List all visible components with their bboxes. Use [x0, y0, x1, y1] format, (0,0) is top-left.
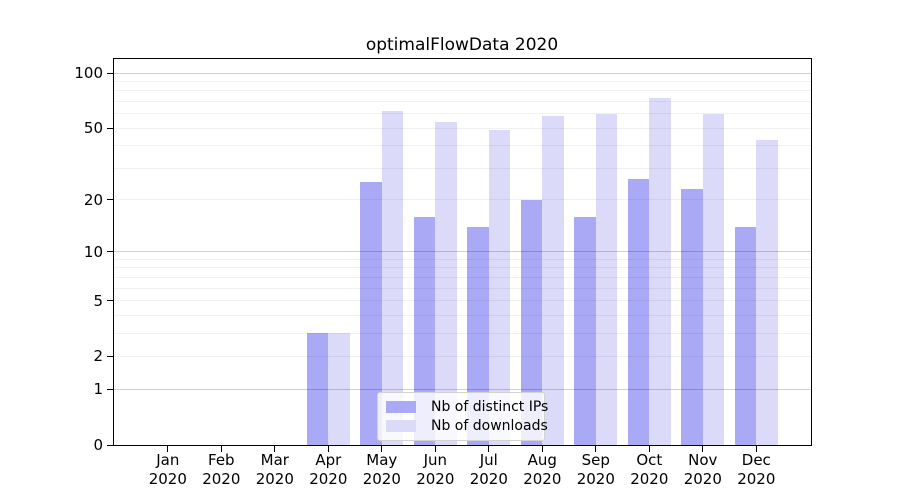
x-tick-dec-2020	[755, 446, 757, 452]
gridline-minor-y-70	[114, 100, 811, 102]
gridline-minor-y-7	[114, 276, 811, 278]
x-tick-label-sep-2020: Sep 2020	[576, 451, 615, 488]
legend-label-distinct-ips: Nb of distinct IPs	[431, 398, 549, 415]
gridline-minor-y-5	[114, 300, 811, 302]
gridline-minor-y-40	[114, 145, 811, 147]
legend-row-downloads: Nb of downloads	[378, 416, 548, 435]
gridline-minor-y-50	[114, 127, 811, 129]
legend-label-downloads: Nb of downloads	[431, 417, 548, 434]
x-tick-label-feb-2020: Feb 2020	[202, 451, 241, 488]
gridline-minor-y-60	[114, 113, 811, 115]
legend-swatch-distinct-ips	[386, 400, 416, 413]
gridline-major-y-100	[114, 72, 811, 74]
bar-nb-of-distinct-ips-nov-2020	[681, 188, 703, 445]
legend: Nb of distinct IPs Nb of downloads	[377, 392, 548, 441]
y-tick-label-10: 10	[83, 242, 103, 261]
x-tick-label-nov-2020: Nov 2020	[683, 451, 722, 488]
y-tick-label-2: 2	[93, 347, 103, 366]
x-tick-label-apr-2020: Apr 2020	[309, 451, 348, 488]
bar-nb-of-distinct-ips-aug-2020	[520, 199, 543, 445]
x-tick-label-mar-2020: Mar 2020	[255, 451, 294, 488]
y-tick-5	[107, 300, 114, 302]
bar-nb-of-distinct-ips-sep-2020	[574, 216, 596, 445]
y-tick-2	[107, 355, 114, 357]
legend-row-distinct-ips: Nb of distinct IPs	[378, 397, 548, 416]
y-tick-label-20: 20	[83, 190, 103, 209]
gridline-minor-y-9	[114, 258, 811, 260]
y-tick-10	[107, 251, 114, 253]
x-tick-label-may-2020: May 2020	[362, 451, 401, 488]
x-tick-feb-2020	[220, 446, 222, 452]
x-tick-apr-2020	[327, 446, 329, 452]
y-tick-label-5: 5	[93, 291, 103, 310]
bar-nb-of-downloads-sep-2020	[595, 113, 618, 445]
bar-nb-of-distinct-ips-jun-2020	[413, 216, 436, 445]
y-tick-20	[107, 199, 114, 201]
y-tick-label-1: 1	[93, 380, 103, 399]
x-tick-jul-2020	[488, 446, 490, 452]
gridline-major-y-10	[114, 251, 811, 253]
gridline-minor-y-6	[114, 287, 811, 289]
x-tick-label-jun-2020: Jun 2020	[416, 451, 455, 488]
x-tick-jun-2020	[434, 446, 436, 452]
bar-nb-of-downloads-may-2020	[381, 111, 404, 445]
gridline-minor-y-90	[114, 80, 811, 82]
bar-nb-of-distinct-ips-jul-2020	[467, 226, 489, 445]
chart-title: optimalFlowData 2020	[365, 35, 559, 55]
gridline-minor-y-4	[114, 314, 811, 316]
bar-nb-of-downloads-dec-2020	[756, 139, 778, 445]
y-tick-label-50: 50	[83, 119, 103, 138]
y-tick-label-0: 0	[93, 436, 103, 454]
bar-nb-of-downloads-aug-2020	[542, 116, 564, 445]
bar-nb-of-downloads-apr-2020	[328, 333, 350, 445]
x-tick-sep-2020	[595, 446, 597, 452]
y-tick-50	[107, 127, 114, 129]
x-tick-label-aug-2020: Aug 2020	[523, 451, 562, 488]
gridline-minor-y-2	[114, 355, 811, 357]
bar-nb-of-downloads-jul-2020	[488, 129, 511, 445]
bar-nb-of-distinct-ips-dec-2020	[734, 226, 757, 445]
x-tick-label-jan-2020: Jan 2020	[148, 451, 187, 488]
y-tick-label-100: 100	[74, 64, 103, 82]
plot-area	[113, 58, 812, 446]
gridline-minor-y-3	[114, 332, 811, 334]
gridline-minor-y-80	[114, 90, 811, 92]
y-tick-1	[107, 388, 114, 390]
x-tick-label-oct-2020: Oct 2020	[630, 451, 669, 488]
x-tick-label-dec-2020: Dec 2020	[737, 451, 776, 488]
bars-layer	[114, 59, 811, 445]
bar-nb-of-downloads-nov-2020	[702, 113, 725, 445]
bar-nb-of-distinct-ips-oct-2020	[627, 179, 650, 445]
x-tick-label-jul-2020: Jul 2020	[469, 451, 508, 488]
gridline-minor-y-30	[114, 167, 811, 169]
bar-nb-of-distinct-ips-apr-2020	[306, 333, 329, 445]
x-tick-may-2020	[381, 446, 383, 452]
x-tick-aug-2020	[541, 446, 543, 452]
bar-nb-of-downloads-jun-2020	[435, 122, 457, 445]
legend-swatch-downloads	[386, 419, 416, 432]
y-tick-100	[107, 72, 114, 74]
gridline-major-y-1	[114, 388, 811, 390]
y-tick-0	[107, 444, 114, 446]
gridline-minor-y-8	[114, 267, 811, 269]
x-tick-oct-2020	[648, 446, 650, 452]
x-tick-nov-2020	[702, 446, 704, 452]
grid-layer	[114, 59, 811, 445]
x-tick-mar-2020	[274, 446, 276, 452]
x-tick-jan-2020	[167, 446, 169, 452]
gridline-minor-y-20	[114, 199, 811, 201]
bar-nb-of-distinct-ips-may-2020	[360, 182, 382, 445]
bar-nb-of-downloads-oct-2020	[649, 98, 671, 445]
